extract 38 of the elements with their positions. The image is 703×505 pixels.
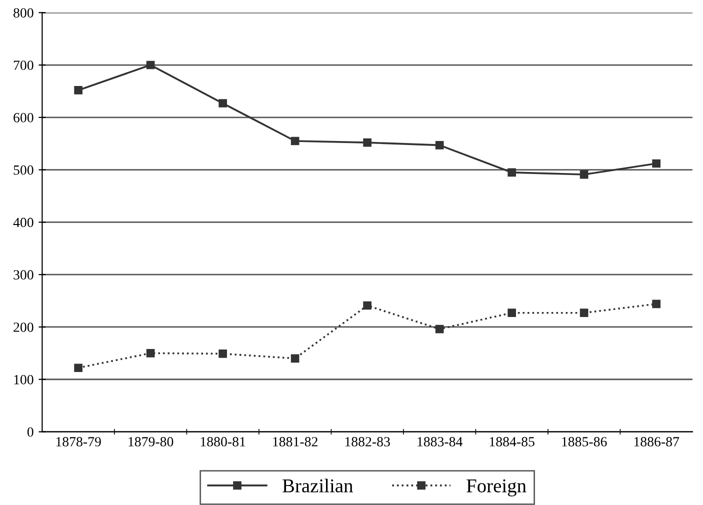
y-tick-label: 0 [27, 427, 34, 437]
point [363, 138, 372, 147]
point [508, 308, 516, 318]
point [218, 350, 227, 358]
y-tick-label: 400 [13, 218, 34, 228]
point [218, 99, 227, 108]
x-tick-label: 1878-79 [56, 437, 101, 446]
x-tick-label: 1882-83 [345, 437, 390, 446]
x-tick-label: 1881-82 [273, 437, 318, 446]
y-tick-label: 800 [14, 8, 34, 18]
point [508, 168, 516, 177]
y-tick-label: 700 [14, 60, 34, 70]
x-tick-label: 1886-87 [634, 437, 680, 446]
point [580, 170, 588, 179]
point [652, 159, 660, 168]
y-tick-label: 200 [14, 322, 34, 332]
x-tick-label: 1880-81 [200, 437, 246, 446]
point [652, 300, 660, 308]
point [435, 141, 444, 150]
y-tick-label: 600 [14, 112, 34, 122]
y-tick-label: 500 [14, 165, 34, 175]
point [146, 60, 155, 70]
point [290, 354, 300, 363]
point [363, 301, 372, 310]
y-tick-label: 100 [14, 374, 34, 384]
x-tick-label: 1883-84 [418, 437, 462, 446]
point [146, 349, 155, 358]
point [580, 308, 588, 318]
x-tick-label: 1885-86 [562, 437, 607, 446]
point [435, 324, 444, 334]
point [290, 136, 300, 146]
x-tick-label: 1884-85 [490, 437, 534, 446]
point [74, 86, 82, 94]
y-tick-label: 300 [14, 270, 34, 280]
x-tick-label: 1879-80 [128, 437, 174, 446]
point [74, 364, 82, 372]
legend-label: Brazilian [282, 478, 353, 492]
legend-label: Foreign [466, 479, 526, 496]
